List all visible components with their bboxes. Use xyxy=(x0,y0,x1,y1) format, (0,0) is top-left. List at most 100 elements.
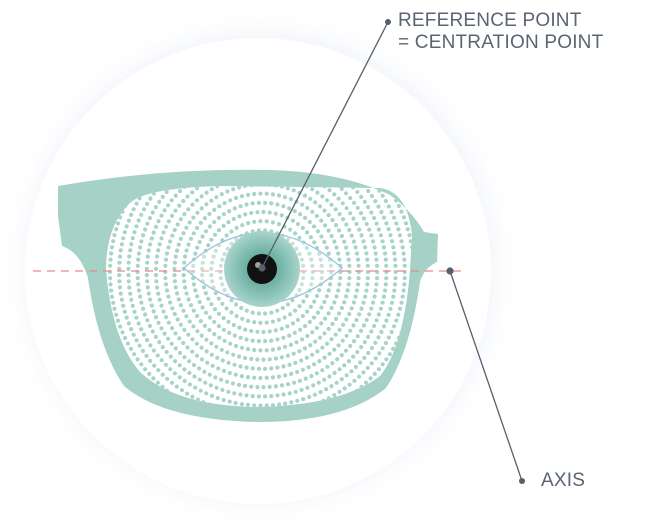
lens-ring-dot xyxy=(139,327,144,332)
lens-ring-dot xyxy=(164,349,169,355)
lens-ring-dot xyxy=(123,335,128,341)
lens-ring-dot xyxy=(291,188,296,193)
lens-ring-dot xyxy=(258,403,263,407)
lens-ring-dot xyxy=(309,374,314,379)
lens-ring-dot xyxy=(145,221,150,226)
lens-ring-dot xyxy=(270,375,275,380)
lens-ring-dot xyxy=(297,287,302,293)
lens-ring-dot xyxy=(294,340,299,345)
lens-ring-dot xyxy=(300,313,305,319)
lens-ring-dot xyxy=(306,365,311,370)
lens-ring-dot xyxy=(249,384,254,389)
lens-ring-dot xyxy=(394,318,399,323)
lens-ring-dot xyxy=(305,385,310,390)
lens-ring-dot xyxy=(252,347,257,353)
lens-ring-dot xyxy=(327,351,332,356)
lens-ring-dot xyxy=(204,349,209,354)
lens-ring-dot xyxy=(315,349,320,354)
lens-ring-dot xyxy=(308,235,313,240)
lens-ring-dot xyxy=(361,239,366,244)
lens-ring-dot xyxy=(109,294,115,299)
lens-ring-dot xyxy=(141,233,146,238)
lens-ring-dot xyxy=(316,380,321,385)
lens-ring-dot xyxy=(344,191,349,196)
lens-ring-dot xyxy=(229,298,234,303)
lens-ring-dot xyxy=(392,282,398,287)
lens-ring-dot xyxy=(191,231,196,236)
lens-ring-dot xyxy=(162,331,167,336)
lens-ring-dot xyxy=(217,335,222,340)
lens-ring-dot xyxy=(217,204,222,209)
lens-ring-dot xyxy=(283,373,288,378)
lens-ring-dot xyxy=(153,315,159,320)
lens-ring-dot xyxy=(147,215,152,221)
lens-ring-dot xyxy=(366,334,371,339)
lens-ring-dot xyxy=(387,352,392,357)
lens-ring-dot xyxy=(322,239,327,245)
lens-ring-dot xyxy=(207,315,212,320)
lens-ring-dot xyxy=(337,228,342,233)
lens-ring-dot xyxy=(402,276,407,281)
lens-ring-dot xyxy=(213,291,218,296)
lens-ring-dot xyxy=(129,242,134,247)
lens-ring-dot xyxy=(326,288,331,293)
lens-ring-dot xyxy=(237,186,242,190)
lens-ring-dot xyxy=(333,332,338,337)
lens-ring-dot xyxy=(361,323,367,328)
lens-ring-dot xyxy=(392,324,397,329)
lens-ring-dot xyxy=(221,316,226,321)
lens-ring-dot xyxy=(224,306,229,311)
lens-ring-dot xyxy=(337,212,342,217)
lens-ring-dot xyxy=(376,367,381,372)
lens-ring-dot xyxy=(243,186,248,189)
lens-ring-dot xyxy=(237,354,242,359)
lens-ring-dot xyxy=(199,345,204,350)
lens-ring-dot xyxy=(157,297,162,302)
lens-ring-dot xyxy=(339,305,344,311)
lens-ring-dot xyxy=(224,379,230,384)
lens-ring-dot xyxy=(191,215,196,220)
lens-ring-dot xyxy=(361,300,366,305)
lens-ring-dot xyxy=(342,386,347,391)
lens-ring-dot xyxy=(310,209,315,214)
lens-ring-dot xyxy=(380,239,385,244)
lens-ring-dot xyxy=(218,276,223,281)
lens-ring-dot xyxy=(201,254,207,259)
lens-ring-dot xyxy=(356,276,361,281)
lens-ring-dot xyxy=(126,279,131,284)
lens-ring-dot xyxy=(319,276,324,281)
lens-ring-dot xyxy=(108,276,113,281)
lens-ring-dot xyxy=(344,317,349,322)
lens-ring-dot xyxy=(381,324,387,329)
lens-ring-dot xyxy=(337,282,342,287)
lens-ring-dot xyxy=(169,198,174,203)
lens-ring-dot xyxy=(263,311,268,316)
lens-ring-dot xyxy=(166,320,171,325)
lens-ring-dot xyxy=(229,229,234,234)
lens-ring-dot xyxy=(214,344,219,349)
lens-ring-dot xyxy=(258,219,263,224)
lens-ring-dot xyxy=(172,266,177,271)
lens-ring-dot xyxy=(172,273,177,278)
lens-ring-dot xyxy=(185,391,190,396)
lens-ring-dot xyxy=(273,211,278,216)
lens-ring-dot xyxy=(287,391,292,396)
lens-ring-dot xyxy=(392,251,397,256)
lens-ring-dot xyxy=(129,327,134,332)
lens-ring-dot xyxy=(134,201,139,206)
lens-ring-dot xyxy=(340,338,345,343)
lens-ring-dot xyxy=(338,276,343,281)
lens-ring-dot xyxy=(193,288,198,293)
lens-ring-dot xyxy=(323,316,328,321)
lens-ring-dot xyxy=(333,223,339,228)
lens-ring-dot xyxy=(155,353,160,358)
lens-ring-dot xyxy=(215,355,220,360)
lens-ring-dot xyxy=(392,288,397,293)
lens-ring-dot xyxy=(175,248,180,253)
lens-ring-dot xyxy=(200,266,205,271)
lens-ring-dot xyxy=(366,188,371,194)
lens-ring-dot xyxy=(238,364,243,369)
lens-ring-dot xyxy=(216,228,222,233)
lens-ring-dot xyxy=(261,357,266,362)
lens-ring-dot xyxy=(153,273,159,278)
